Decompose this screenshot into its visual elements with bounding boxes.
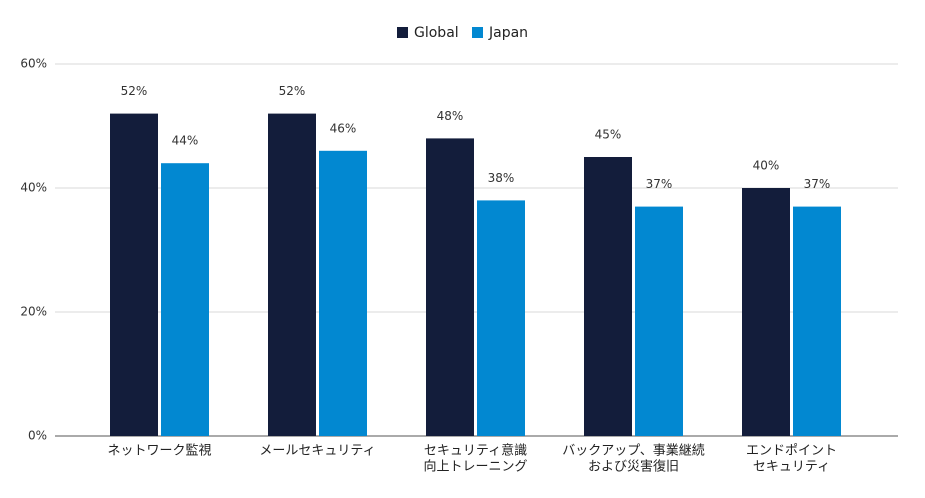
- data-label: 38%: [488, 171, 515, 185]
- bar: [110, 113, 158, 436]
- x-tick-label: セキュリティ意識: [424, 443, 527, 459]
- bar: [477, 200, 525, 436]
- data-label: 44%: [172, 134, 199, 148]
- x-tick-label: 向上トレーニング: [423, 459, 527, 475]
- data-label: 37%: [804, 177, 831, 191]
- y-tick-label: 60%: [20, 57, 47, 71]
- y-tick-label: 40%: [20, 181, 47, 195]
- x-tick-label: セキュリティ: [753, 460, 830, 475]
- y-tick-label: 20%: [20, 305, 47, 319]
- data-label: 52%: [121, 84, 148, 98]
- data-label: 46%: [330, 121, 357, 135]
- data-label: 52%: [279, 84, 306, 98]
- legend-swatch: [472, 27, 483, 38]
- x-tick-label: メールセキュリティ: [259, 444, 375, 459]
- legend-label: Global: [414, 25, 459, 41]
- x-tick-label: および災害復旧: [588, 459, 679, 475]
- x-tick-label: ネットワーク監視: [107, 443, 211, 459]
- data-label: 37%: [646, 177, 673, 191]
- bar: [319, 150, 367, 437]
- bar: [426, 138, 474, 436]
- bar: [584, 157, 632, 436]
- legend-label: Japan: [488, 25, 528, 41]
- bar: [793, 206, 841, 436]
- bar: [161, 163, 209, 436]
- bar: [268, 113, 316, 436]
- data-label: 40%: [753, 159, 780, 173]
- x-tick-label: バックアップ、事業継続: [562, 443, 705, 459]
- y-tick-label: 0%: [28, 429, 47, 443]
- data-label: 45%: [595, 128, 622, 142]
- x-tick-label: エンドポイント: [746, 444, 837, 459]
- data-label: 48%: [437, 109, 464, 123]
- bar: [742, 188, 790, 436]
- legend-swatch: [397, 27, 408, 38]
- bar: [635, 206, 683, 436]
